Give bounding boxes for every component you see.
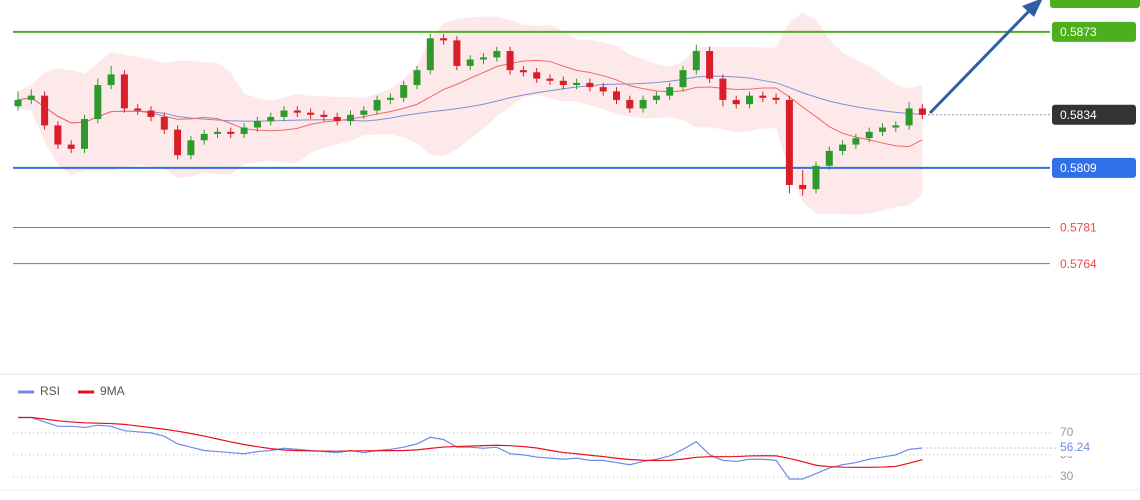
level-label-box [1052,21,1136,42]
candle-body [706,51,714,79]
candle-body [94,85,102,120]
candle-body [772,97,780,100]
candle-body [347,114,354,122]
legend-label: 9MA [100,384,125,398]
slow-ma [17,75,923,124]
candle-body [440,38,448,41]
candle-body [892,125,900,128]
candle-body [546,78,554,81]
candle-body [480,57,487,60]
rsi-ma-line [18,416,923,468]
candle-body [466,59,474,66]
rsi-panel: 70503056.24 [13,416,1098,483]
candle-body [147,110,155,117]
candle-body [41,95,49,126]
candle-body [905,108,913,126]
candle-body [54,125,62,145]
candle-body [307,112,315,115]
candle-body [533,72,541,79]
candle-body [599,87,607,92]
level-label-box [1052,157,1136,178]
candle-body [519,70,527,73]
candle-body [586,82,594,88]
candle-body [120,74,128,109]
candle-body [280,110,288,117]
candle-body [573,82,581,86]
candle-body [107,74,115,86]
candle-body [506,51,514,71]
candle-body [453,40,461,66]
candle-body [214,131,221,134]
candle-body [493,51,501,58]
candle-body [918,108,926,115]
level-label: 0.5764 [1060,257,1097,271]
candle-body [692,51,700,71]
candle-body [67,144,75,149]
candle-body [852,138,860,145]
candle-body [759,95,767,98]
candle-body [386,97,394,100]
candle-body [227,131,235,134]
price-panel: 0.5873 0.5834 0.5809 0.5781 0.5764 [13,12,1136,271]
candle-body [413,70,421,86]
candle-body [799,184,807,190]
level-label-box [1052,104,1136,125]
candle-body [333,116,341,122]
top-level-box [1050,0,1140,8]
candle-body [293,110,301,113]
candle-body [626,99,634,109]
level-label: 0.5834 [1060,108,1097,122]
arrow-shaft [928,8,1032,115]
legend-label: RSI [40,384,60,398]
candle-body [200,133,208,141]
candle-body [14,99,22,107]
candle-body [732,99,740,105]
candle-body [719,78,727,100]
candle-body [240,127,248,134]
candle-body [865,131,873,139]
candle-body [267,116,275,122]
candle-body [373,99,381,111]
fast-ma [17,59,923,148]
candle-body [666,87,674,96]
candle-body [613,91,620,100]
candle-body [400,85,408,98]
candle-body [426,38,434,71]
y-tick-label: 30 [1060,469,1074,483]
rsi-last-bg [1058,440,1098,457]
candle-body [839,144,847,151]
candle-body [812,165,820,190]
forecast-arrow [928,0,1043,115]
legend: RSI 9MA [18,384,125,398]
candle-body [652,95,660,100]
candle-body [174,129,182,156]
level-label: 0.5781 [1060,221,1097,235]
candle-body [679,70,687,88]
candle-body [879,127,886,132]
rsi-last-label: 56.24 [1060,440,1090,454]
candle-body [825,150,833,166]
candle-body [360,110,368,115]
candle-body [746,95,753,105]
rsi-line [18,416,923,480]
candle-body [559,80,567,86]
arrow-head [1022,0,1043,17]
candle-body [160,116,168,130]
y-tick-label: 70 [1060,425,1074,439]
candle-body [134,108,142,111]
candle-body [81,119,88,149]
candle-body [253,121,261,128]
level-label: 0.5873 [1060,25,1097,39]
candle-body [639,99,647,109]
candle-body [785,99,793,185]
candle-body [27,95,35,100]
level-label: 0.5809 [1060,161,1097,175]
candle-body [320,114,328,117]
candle-body [187,140,195,156]
